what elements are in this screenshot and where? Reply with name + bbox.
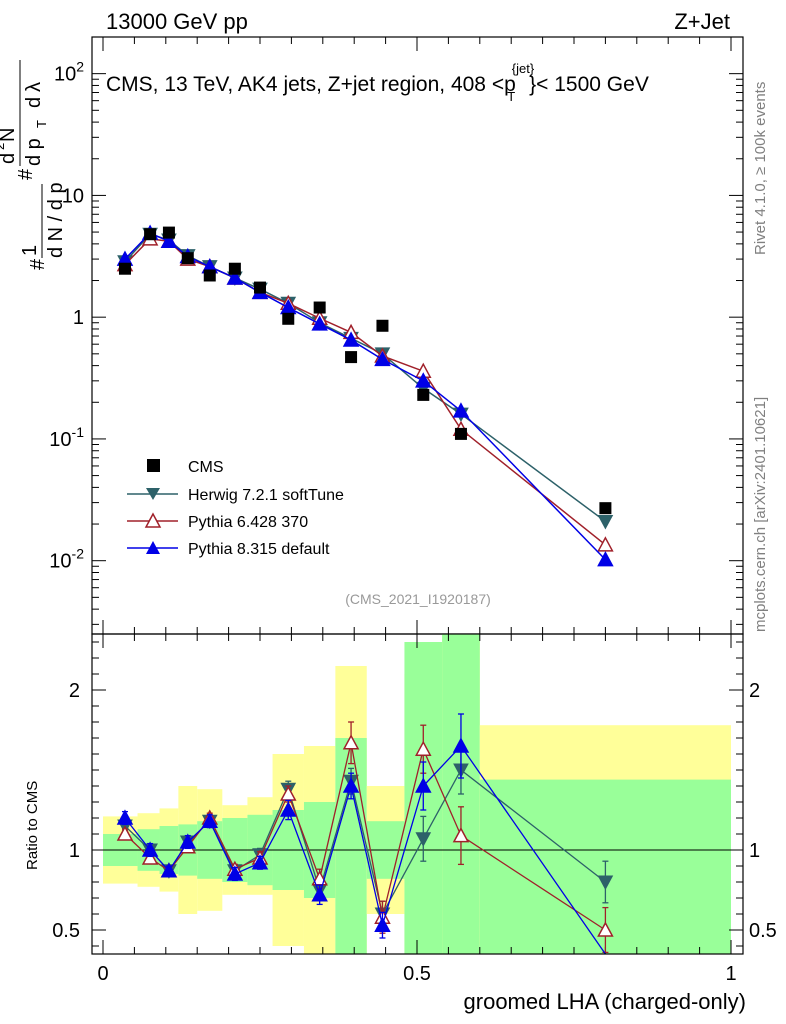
main-point — [342, 331, 360, 347]
svg-text:d: d — [23, 97, 45, 108]
cms-data-point — [599, 502, 612, 515]
ratio-point — [141, 849, 159, 865]
ratio-point — [116, 809, 134, 825]
main-point — [311, 315, 328, 331]
x-axis-label: groomed LHA (charged-only) — [464, 989, 746, 1014]
ratio-series — [116, 713, 614, 955]
ratio-y-tick-label-right: 1 — [749, 840, 760, 862]
ratio-point — [452, 827, 470, 843]
x-tick-label: 1 — [725, 963, 736, 985]
ratio-point — [597, 921, 614, 937]
ratio-point — [280, 801, 297, 817]
ratio-y-tick-label-left: 1 — [69, 840, 80, 862]
main-point — [160, 232, 178, 249]
main-point — [597, 536, 614, 552]
y-tick-label: 1 — [73, 307, 84, 329]
main-axis-ticks: 10-2 10-1 1 10 102 — [49, 36, 743, 634]
svg-text:d N / d p: d N / d p — [45, 182, 67, 258]
energy-label: 13000 GeV pp — [106, 9, 248, 34]
ratio-point — [226, 865, 244, 881]
ratio-frame — [91, 633, 744, 955]
y-tick-label: 102 — [54, 59, 84, 86]
ratio-point — [179, 833, 197, 849]
ratio-point — [201, 812, 219, 828]
y-tick-label: 10-2 — [49, 546, 84, 573]
rivet-label: Rivet 4.1.0, ≥ 100k events — [752, 81, 769, 255]
svg-text:T: T — [34, 120, 49, 128]
svg-text:1: 1 — [19, 245, 41, 256]
ratio-point — [342, 734, 360, 750]
ratio-y-tick-label-right: 0.5 — [749, 920, 777, 942]
ratio-point — [116, 825, 134, 841]
legend-herwig-marker — [146, 488, 160, 500]
x-tick-label: 0.5 — [403, 963, 431, 985]
plot-title: CMS, 13 TeV, AK4 jets, Z+jet region, 408… — [106, 61, 649, 104]
cms-data-point — [203, 269, 216, 282]
x-tick-label: 0 — [97, 963, 108, 985]
svg-text:d p: d p — [23, 138, 45, 166]
svg-text:d: d — [0, 153, 19, 164]
legend-cms-marker — [147, 459, 160, 472]
cms-data-point — [118, 262, 131, 275]
ratio-uncertainty-bands — [103, 634, 731, 954]
legend-pythia8-label: Pythia 8.315 default — [188, 541, 330, 558]
main-point — [452, 402, 470, 418]
ratio-y-tick-label-left: 0.5 — [52, 920, 80, 942]
ratio-point — [342, 777, 360, 793]
main-point — [597, 551, 614, 567]
cms-data-point — [254, 281, 266, 294]
cms-data-point — [313, 301, 326, 314]
analysis-id: (CMS_2021_I1920187) — [345, 591, 491, 607]
ratio-point — [374, 916, 391, 932]
ratio-y-tick-label-right: 2 — [749, 680, 760, 702]
site-label: mcplots.cern.ch [arXiv:2401.10621] — [752, 396, 769, 632]
main-series — [116, 224, 614, 567]
main-line-3 — [124, 232, 606, 561]
legend-pythia6-marker — [144, 512, 162, 528]
ratio-point — [141, 841, 159, 857]
y-tick-label: 10-1 — [49, 424, 84, 451]
svg-text:#: # — [27, 258, 49, 270]
main-point — [226, 269, 244, 285]
process-label: Z+Jet — [674, 9, 730, 34]
legend-cms-label: CMS — [188, 459, 224, 476]
svg-text:2: 2 — [0, 143, 7, 150]
legend-pythia8-marker — [146, 541, 160, 554]
ratio-point — [251, 854, 269, 870]
legend-herwig-label: Herwig 7.2.1 softTune — [188, 487, 344, 504]
cms-data-point — [228, 262, 241, 275]
cms-data-point — [345, 351, 358, 364]
y-main-label: # 1 d N / d p # d 2 N d p T d λ — [0, 60, 67, 270]
ratio-point — [415, 832, 432, 847]
cms-data-point — [162, 226, 175, 239]
svg-text:N: N — [0, 128, 19, 142]
cms-data-point — [144, 228, 157, 241]
ratio-point — [415, 777, 432, 793]
ratio-point — [415, 740, 432, 756]
legend: CMS Herwig 7.2.1 softTune Pythia 6.428 3… — [127, 459, 344, 558]
cms-data-point — [282, 312, 295, 325]
cms-data-point — [417, 388, 430, 401]
cms-data-point — [181, 252, 194, 265]
main-line-1 — [124, 233, 606, 523]
legend-pythia6-label: Pythia 6.428 370 — [188, 514, 308, 531]
ratio-point — [311, 886, 328, 902]
main-point — [374, 350, 391, 367]
ratio-point — [452, 737, 470, 753]
ratio-point — [160, 862, 178, 878]
svg-text:#: # — [15, 168, 37, 180]
svg-text:λ: λ — [23, 82, 45, 92]
main-point — [415, 372, 432, 388]
y-ratio-label: Ratio to CMS — [24, 781, 41, 870]
cms-data-point — [376, 319, 389, 332]
ratio-axis-ticks: 0.5 0.5 1 1 2 2 0 0.5 1 — [52, 634, 777, 985]
y-tick-label: 10 — [62, 185, 84, 207]
ratio-line-2 — [124, 744, 606, 955]
ratio-point — [597, 875, 614, 891]
cms-data-point — [454, 427, 467, 440]
main-point — [597, 514, 614, 530]
ratio-y-tick-label-left: 2 — [69, 680, 80, 702]
